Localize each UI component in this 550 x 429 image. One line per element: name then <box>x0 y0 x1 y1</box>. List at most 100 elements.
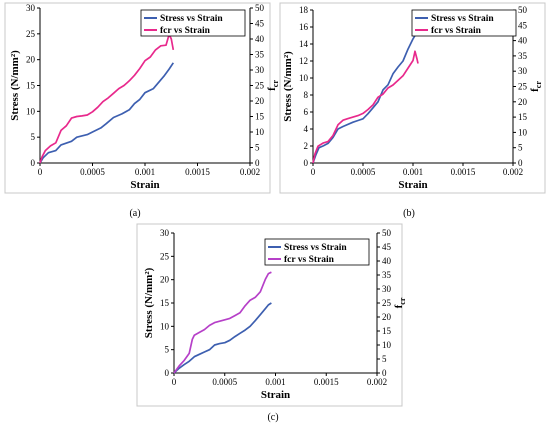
y-tick-label: 15 <box>26 81 36 91</box>
x-tick-label: 0 <box>38 167 43 177</box>
y2-tick-label: 0 <box>255 158 260 168</box>
y2-tick-label: 40 <box>382 256 392 266</box>
chart-panel-2: 0 0.0005 0.001 0.0015 0.00202468101214161805… <box>279 2 546 219</box>
panel-caption: (a) <box>129 208 140 219</box>
legend-entry: fcr vs Strain <box>431 26 482 36</box>
y2-tick-label: 5 <box>255 143 260 153</box>
y-tick-label: 2 <box>304 141 309 151</box>
legend: Stress vs Strain fcr vs Strain <box>140 9 246 37</box>
y-tick-label: 0 <box>165 368 170 378</box>
y-axis-label: Stress (N/mm²) <box>143 267 155 338</box>
chart-panel-1: 0 0.0005 0.001 0.0015 0.00205101520253005101… <box>4 2 280 219</box>
legend-box <box>264 238 370 266</box>
panel-caption: (b) <box>403 208 415 219</box>
y2-tick-label: 20 <box>382 312 392 322</box>
x-tick-label: 0.0015 <box>185 167 210 177</box>
legend-entry: fcr vs Strain <box>160 26 211 36</box>
x-tick-label: 0.0005 <box>351 167 376 177</box>
y2-axis-label: fcr <box>266 80 280 91</box>
y2-tick-label: 50 <box>518 5 528 15</box>
y2-tick-label: 35 <box>255 50 265 60</box>
series-line-stress <box>312 35 416 164</box>
x-tick-label: 0.0005 <box>80 167 105 177</box>
legend-box <box>140 9 246 37</box>
x-tick-label: 0.002 <box>503 167 523 177</box>
y-tick-label: 0 <box>304 158 309 168</box>
y2-tick-label: 10 <box>518 127 528 137</box>
x-tick-label: 0.0015 <box>451 167 476 177</box>
y2-axis-label: fcr <box>393 297 407 308</box>
x-tick-label: 0.001 <box>135 167 155 177</box>
y2-tick-label: 15 <box>382 326 392 336</box>
legend: Stress vs Strain fcr vs Strain <box>411 9 517 37</box>
y2-tick-label: 45 <box>518 20 528 30</box>
y-axis-label: Stress (N/mm²) <box>9 50 21 121</box>
series-line-stress <box>173 302 272 374</box>
y2-tick-label: 30 <box>255 65 265 75</box>
y2-tick-label: 35 <box>518 51 528 61</box>
y2-tick-label: 15 <box>518 112 528 122</box>
y-tick-label: 10 <box>299 73 309 83</box>
y-tick-label: 20 <box>26 55 36 65</box>
y2-tick-label: 40 <box>255 34 265 44</box>
y-tick-label: 10 <box>160 321 170 331</box>
chart-panel-3: 0 0.0005 0.001 0.0015 0.00205101520253005101… <box>136 223 407 423</box>
y2-tick-label: 25 <box>255 81 265 91</box>
y-tick-label: 5 <box>31 132 36 142</box>
y2-tick-label: 45 <box>382 242 392 252</box>
y2-tick-label: 45 <box>255 19 265 29</box>
y2-tick-label: 30 <box>518 66 528 76</box>
y-tick-label: 5 <box>165 345 170 355</box>
series-line-stress <box>39 62 175 164</box>
x-tick-label: 0.001 <box>265 377 285 387</box>
y-tick-label: 25 <box>26 29 36 39</box>
y-tick-label: 30 <box>160 228 170 238</box>
y2-tick-label: 0 <box>382 368 387 378</box>
x-tick-label: 0.002 <box>367 377 387 387</box>
y2-tick-label: 5 <box>518 143 523 153</box>
y2-tick-label: 25 <box>382 298 392 308</box>
legend-entry: Stress vs Strain <box>160 14 223 24</box>
x-axis-label: Strain <box>130 179 159 191</box>
x-tick-label: 0.0005 <box>212 377 237 387</box>
x-tick-label: 0.002 <box>240 167 260 177</box>
y2-tick-label: 50 <box>382 228 392 238</box>
y2-tick-label: 30 <box>382 284 392 294</box>
y2-tick-label: 20 <box>255 96 265 106</box>
x-tick-label: 0.0015 <box>314 377 339 387</box>
legend-entry: Stress vs Strain <box>284 243 347 253</box>
series-line-fcr <box>39 33 175 164</box>
x-axis-label: Strain <box>398 179 427 191</box>
y2-tick-label: 35 <box>382 270 392 280</box>
panel-caption: (c) <box>267 412 278 423</box>
x-axis-label: Strain <box>261 389 290 401</box>
y2-tick-label: 10 <box>255 127 265 137</box>
y-tick-label: 25 <box>160 251 170 261</box>
series-line-fcr <box>173 271 272 374</box>
y2-tick-label: 40 <box>518 36 528 46</box>
x-tick-label: 0 <box>172 377 177 387</box>
legend-box <box>411 9 517 37</box>
y-tick-label: 18 <box>299 5 309 15</box>
y-tick-label: 0 <box>31 158 36 168</box>
y-tick-label: 4 <box>304 124 309 134</box>
y-axis-label: Stress (N/mm²) <box>282 51 294 122</box>
y-tick-label: 20 <box>160 275 170 285</box>
y2-tick-label: 25 <box>518 82 528 92</box>
x-tick-label: 0.001 <box>403 167 423 177</box>
legend: Stress vs Strain fcr vs Strain <box>264 238 370 266</box>
y2-tick-label: 15 <box>255 112 265 122</box>
legend-entry: fcr vs Strain <box>284 255 335 265</box>
x-tick-label: 0 <box>311 167 316 177</box>
y2-tick-label: 5 <box>382 354 387 364</box>
series-line-fcr <box>312 50 419 164</box>
y2-tick-label: 10 <box>382 340 392 350</box>
y-tick-label: 16 <box>299 22 309 32</box>
y-tick-label: 6 <box>304 107 309 117</box>
y2-tick-label: 20 <box>518 97 528 107</box>
y-tick-label: 10 <box>26 106 36 116</box>
y2-tick-label: 50 <box>255 3 265 13</box>
y-tick-label: 12 <box>299 56 308 66</box>
y-tick-label: 15 <box>160 298 170 308</box>
